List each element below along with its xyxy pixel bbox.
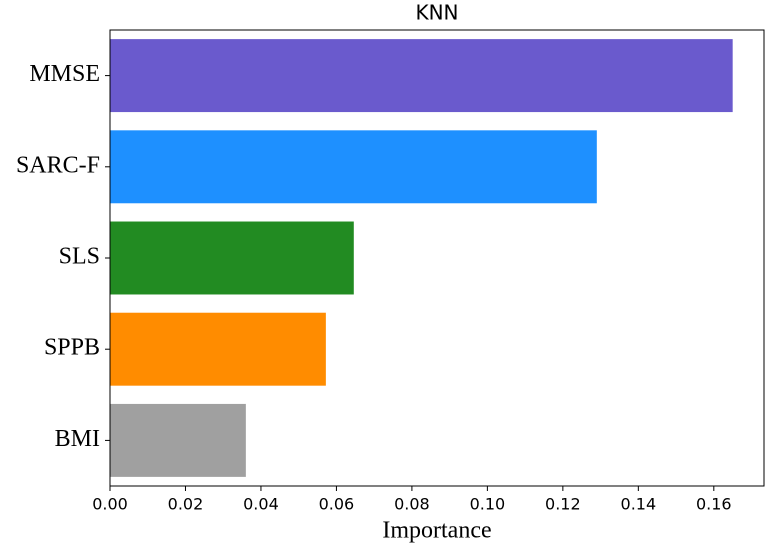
bar xyxy=(110,130,597,204)
plot-frame xyxy=(109,29,765,487)
x-tick-label: 0.12 xyxy=(545,495,581,514)
bar xyxy=(110,403,246,477)
x-tick-label: 0.06 xyxy=(319,495,355,514)
bar xyxy=(110,39,733,113)
bar xyxy=(110,221,354,295)
x-tick-label: 0.04 xyxy=(243,495,279,514)
x-axis-label: Importance xyxy=(382,518,491,544)
y-tick-label: MMSE xyxy=(29,61,100,87)
y-tick-label: SLS xyxy=(59,244,100,270)
y-tick-label: BMI xyxy=(55,426,100,452)
bar xyxy=(110,312,326,386)
y-tick-label: SPPB xyxy=(44,335,100,361)
x-tick-label: 0.02 xyxy=(168,495,204,514)
x-tick-label: 0.08 xyxy=(394,495,430,514)
x-tick-label: 0.10 xyxy=(470,495,506,514)
x-tick-label: 0.14 xyxy=(621,495,657,514)
chart-title: KNN xyxy=(415,1,458,25)
y-tick-label: SARC-F xyxy=(16,152,100,178)
x-tick-label: 0.00 xyxy=(92,495,128,514)
x-tick-label: 0.16 xyxy=(696,495,732,514)
